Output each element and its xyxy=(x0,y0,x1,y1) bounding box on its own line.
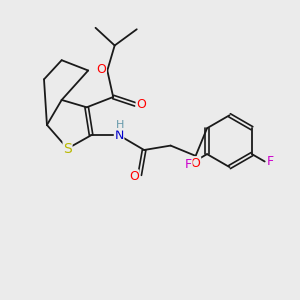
Text: F: F xyxy=(185,158,192,171)
Text: H: H xyxy=(116,120,124,130)
Text: F: F xyxy=(267,155,274,168)
Text: O: O xyxy=(129,170,139,183)
Text: S: S xyxy=(63,142,72,155)
Text: O: O xyxy=(97,62,106,76)
Text: N: N xyxy=(114,129,124,142)
Text: O: O xyxy=(191,157,201,170)
Text: O: O xyxy=(136,98,146,111)
